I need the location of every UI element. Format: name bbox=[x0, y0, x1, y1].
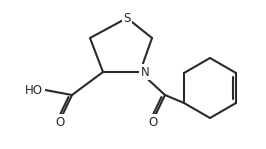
Text: HO: HO bbox=[25, 83, 43, 97]
Text: O: O bbox=[55, 115, 65, 128]
Text: N: N bbox=[141, 66, 149, 79]
Text: O: O bbox=[148, 115, 158, 128]
Text: S: S bbox=[123, 11, 131, 24]
